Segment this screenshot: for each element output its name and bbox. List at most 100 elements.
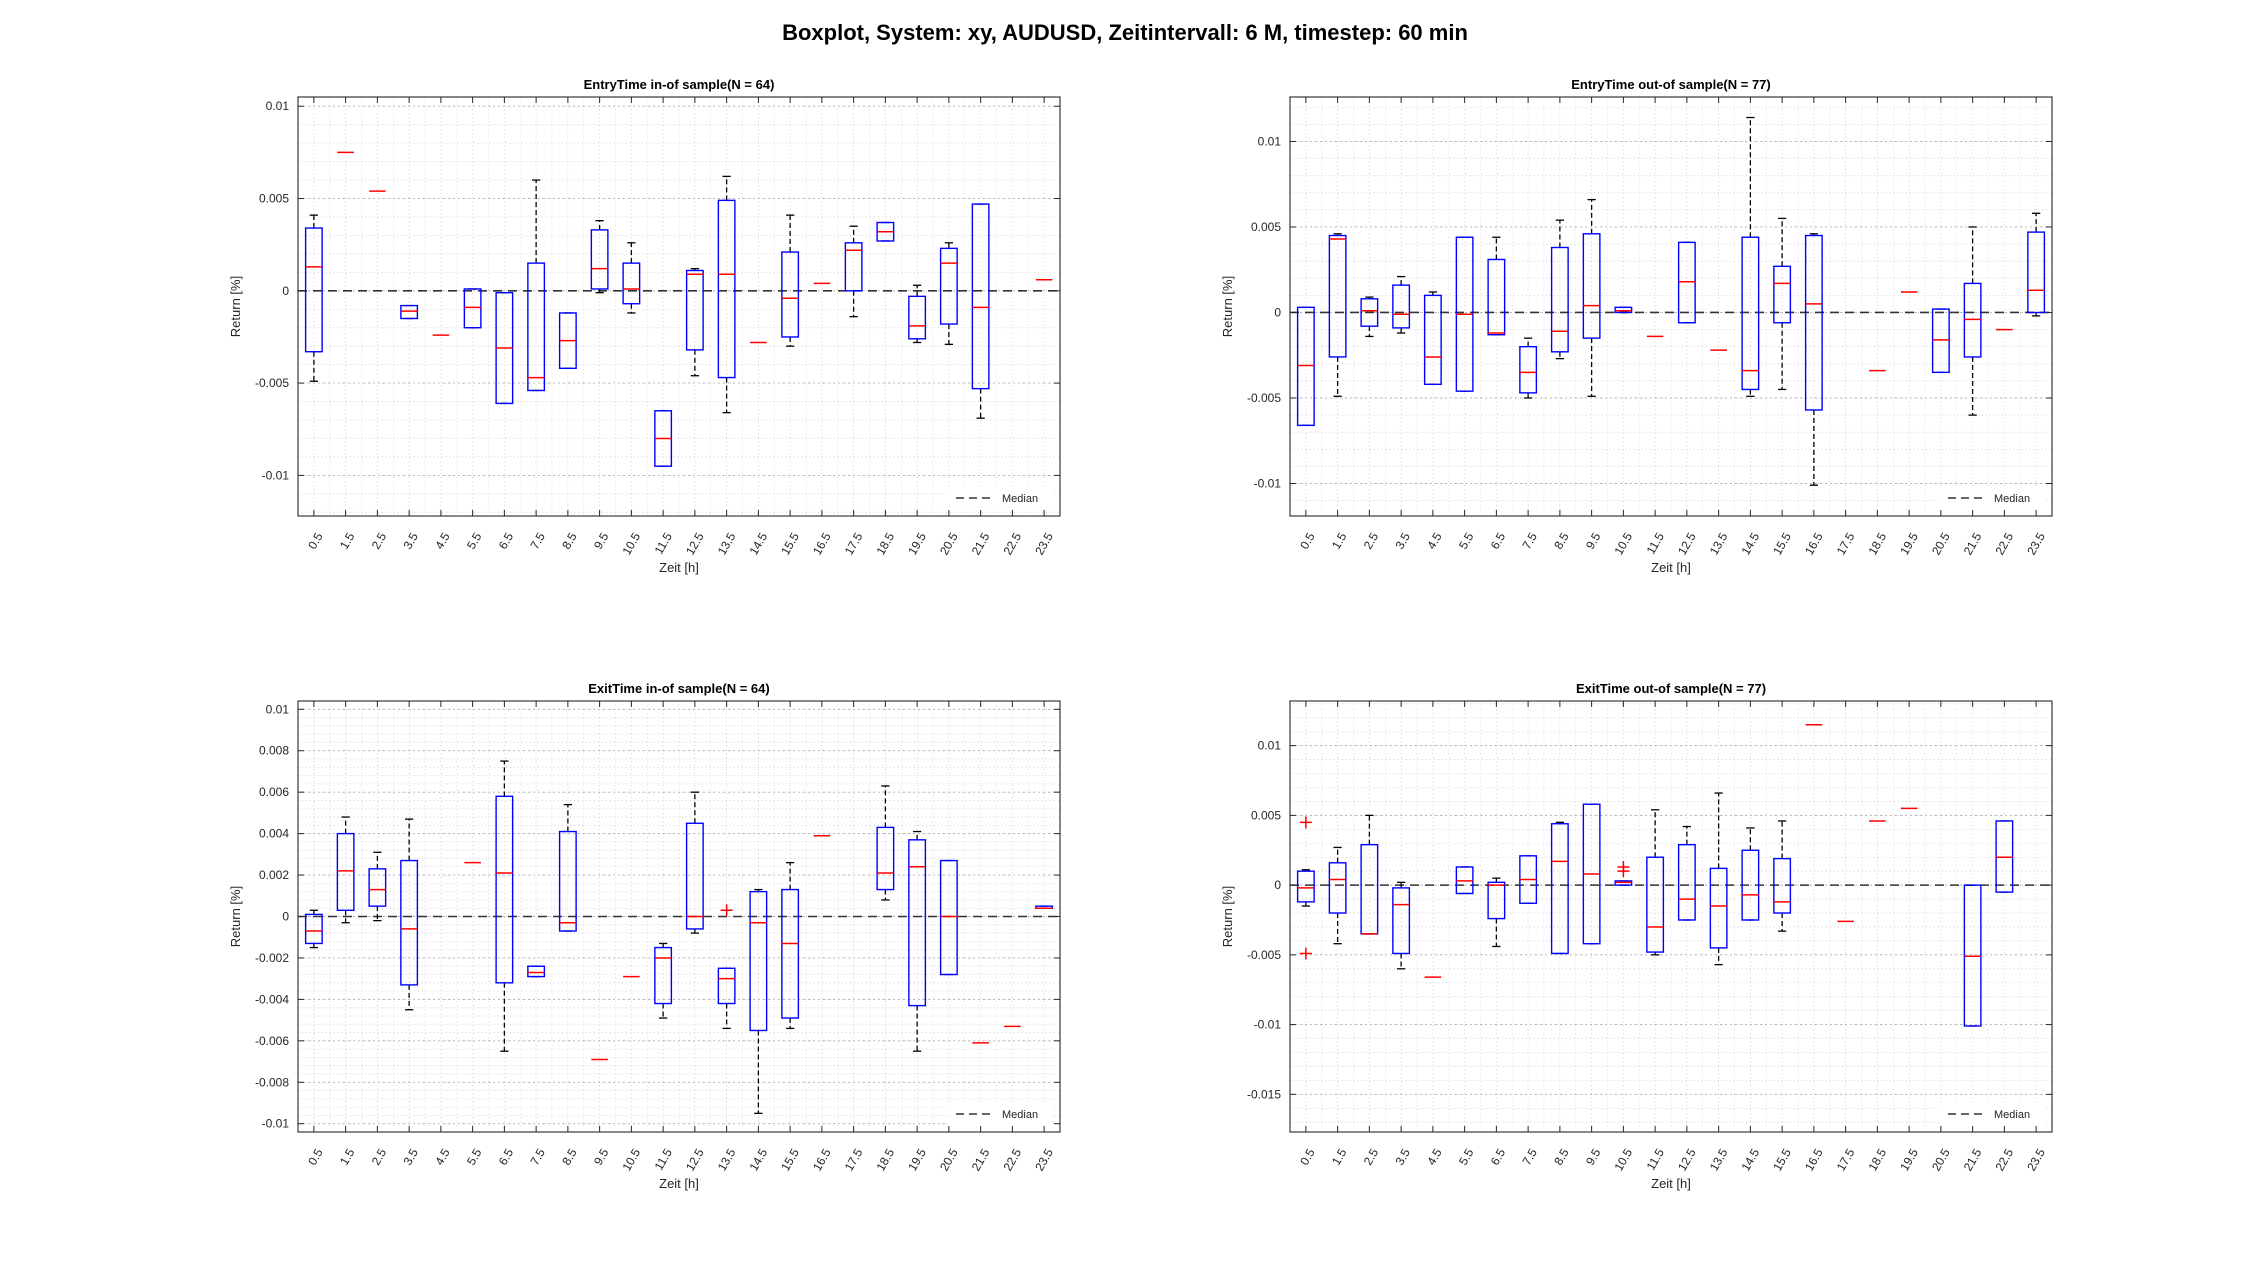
legend-box: [948, 486, 1054, 510]
box-0.5: [1296, 869, 1315, 907]
y-tick-label: 0: [1274, 878, 1281, 892]
box-11.5: [1646, 809, 1665, 956]
x-tick-label: 17.5: [1834, 1146, 1858, 1174]
y-tick-label: 0.004: [259, 827, 289, 841]
x-tick-label: 11.5: [1644, 1146, 1668, 1173]
box-11.5: [654, 410, 673, 467]
legend-label: Median: [1002, 493, 1038, 505]
box-10.5: [622, 242, 641, 314]
box-body: [1741, 236, 1760, 391]
x-tick-label: 19.5: [1897, 1146, 1921, 1174]
box-8.5: [558, 803, 577, 932]
x-tick-label: 2.5: [1361, 1146, 1382, 1168]
box-body: [1804, 234, 1823, 411]
legend-label: Median: [1002, 1109, 1038, 1121]
box-body: [304, 227, 323, 353]
box-14.5: [1741, 116, 1760, 397]
y-axis: -0.01 -0.008 -0.006 -0.004 -0.002 0 0.002 0.004…: [255, 702, 1060, 1131]
y-tick-label: -0.002: [255, 951, 289, 965]
y-axis: -0.01 -0.005 0 0.005 0.01: [1247, 134, 2052, 491]
box-20.5: [939, 859, 958, 976]
y-tick-label: 0: [282, 910, 289, 924]
box-12.5: [1677, 241, 1696, 324]
y-tick-label: -0.008: [255, 1075, 289, 1089]
x-axis-label: Zeit [h]: [1651, 1176, 1691, 1191]
plot-area: [1290, 701, 2052, 1132]
box-23.5: [2027, 212, 2046, 317]
box-9.5: [1582, 803, 1601, 945]
legend: Median: [948, 1102, 1054, 1126]
box-12.5: [685, 268, 704, 377]
box-body: [1519, 345, 1538, 394]
box-13.5: [717, 967, 736, 1030]
legend-box: [948, 1102, 1054, 1126]
y-tick-label: -0.015: [1247, 1087, 1281, 1101]
box-body: [368, 868, 387, 907]
x-axis-label: Zeit [h]: [659, 1176, 699, 1191]
box-body: [876, 826, 895, 891]
y-tick-label: -0.005: [1247, 948, 1281, 962]
box-3.5: [1392, 275, 1411, 334]
box-12.5: [685, 791, 704, 934]
box-body: [1392, 284, 1411, 329]
box-body: [939, 859, 958, 976]
panel-exit-in-sample: -0.01 -0.008 -0.006 -0.004 -0.002 0 0.002 0.004…: [0, 0, 1125, 1191]
y-tick-label: 0.002: [259, 868, 289, 882]
box-body: [1328, 862, 1347, 914]
box-15.5: [1773, 217, 1792, 391]
box-10.5: [1614, 306, 1633, 314]
y-tick-label: -0.01: [1254, 477, 1282, 491]
box-21.5: [1963, 226, 1982, 416]
y-axis: -0.015 -0.01 -0.005 0 0.005 0.01: [1247, 739, 2052, 1101]
x-tick-label: 0.5: [1297, 1146, 1318, 1168]
box-body: [527, 965, 546, 978]
y-tick-label: -0.004: [255, 992, 289, 1006]
legend: Median: [1940, 1102, 2046, 1126]
box-0.5: [1296, 306, 1315, 427]
outliers: [720, 904, 733, 917]
box-8.5: [558, 312, 577, 370]
x-tick-label: 12.5: [1675, 1146, 1699, 1174]
box-body: [781, 251, 800, 338]
box-body: [1677, 843, 1696, 921]
subplot-title: ExitTime in-of sample(N = 64): [588, 681, 769, 696]
box-body: [1423, 294, 1442, 386]
panel-entry-in-sample: -0.01 -0.005 0 0.005 0.01 0.5 1.5 2.5 3.5 4.5 5.5 6…: [0, 0, 1125, 620]
box-7.5: [527, 965, 546, 978]
x-tick-label: 15.5: [1770, 1146, 1794, 1174]
box-body: [1963, 282, 1982, 358]
box-5.5: [463, 288, 482, 329]
box-body: [1360, 298, 1379, 327]
box-7.5: [527, 179, 546, 392]
box-body: [590, 229, 609, 290]
y-tick-label: 0.01: [1258, 134, 1282, 148]
box-17.5: [844, 225, 863, 318]
box-body: [304, 913, 323, 945]
legend-box: [1940, 1102, 2046, 1126]
boxes: [1296, 116, 2046, 486]
box-body: [1550, 246, 1569, 353]
panel-entry-out-of-sample: -0.01 -0.005 0 0.005 0.01 0.5 1.5 2.5 3.5 4.5 5.5 6…: [0, 0, 2053, 620]
box-5.5: [1455, 866, 1474, 895]
x-tick-label: 14.5: [1738, 1146, 1762, 1174]
box-body: [1487, 881, 1506, 920]
legend-label: Median: [1994, 1109, 2030, 1121]
box-body: [495, 795, 514, 984]
box-body: [1709, 867, 1728, 949]
box-body: [1614, 306, 1633, 314]
box-body: [908, 839, 927, 1007]
box-body: [336, 832, 355, 911]
legend: Median: [1940, 486, 2046, 510]
x-tick-label: 3.5: [1393, 1146, 1414, 1168]
box-body: [654, 946, 673, 1005]
box-body: [781, 888, 800, 1019]
y-tick-label: 0: [1274, 305, 1281, 319]
box-15.5: [1773, 820, 1792, 932]
box-9.5: [1582, 198, 1601, 397]
subplot-title: EntryTime in-of sample(N = 64): [584, 77, 775, 92]
figure-title: Boxplot, System: xy, AUDUSD, Zeitinterva…: [782, 20, 1468, 45]
box-body: [971, 203, 990, 390]
y-tick-label: -0.005: [255, 376, 289, 390]
box-0.5: [304, 909, 323, 949]
